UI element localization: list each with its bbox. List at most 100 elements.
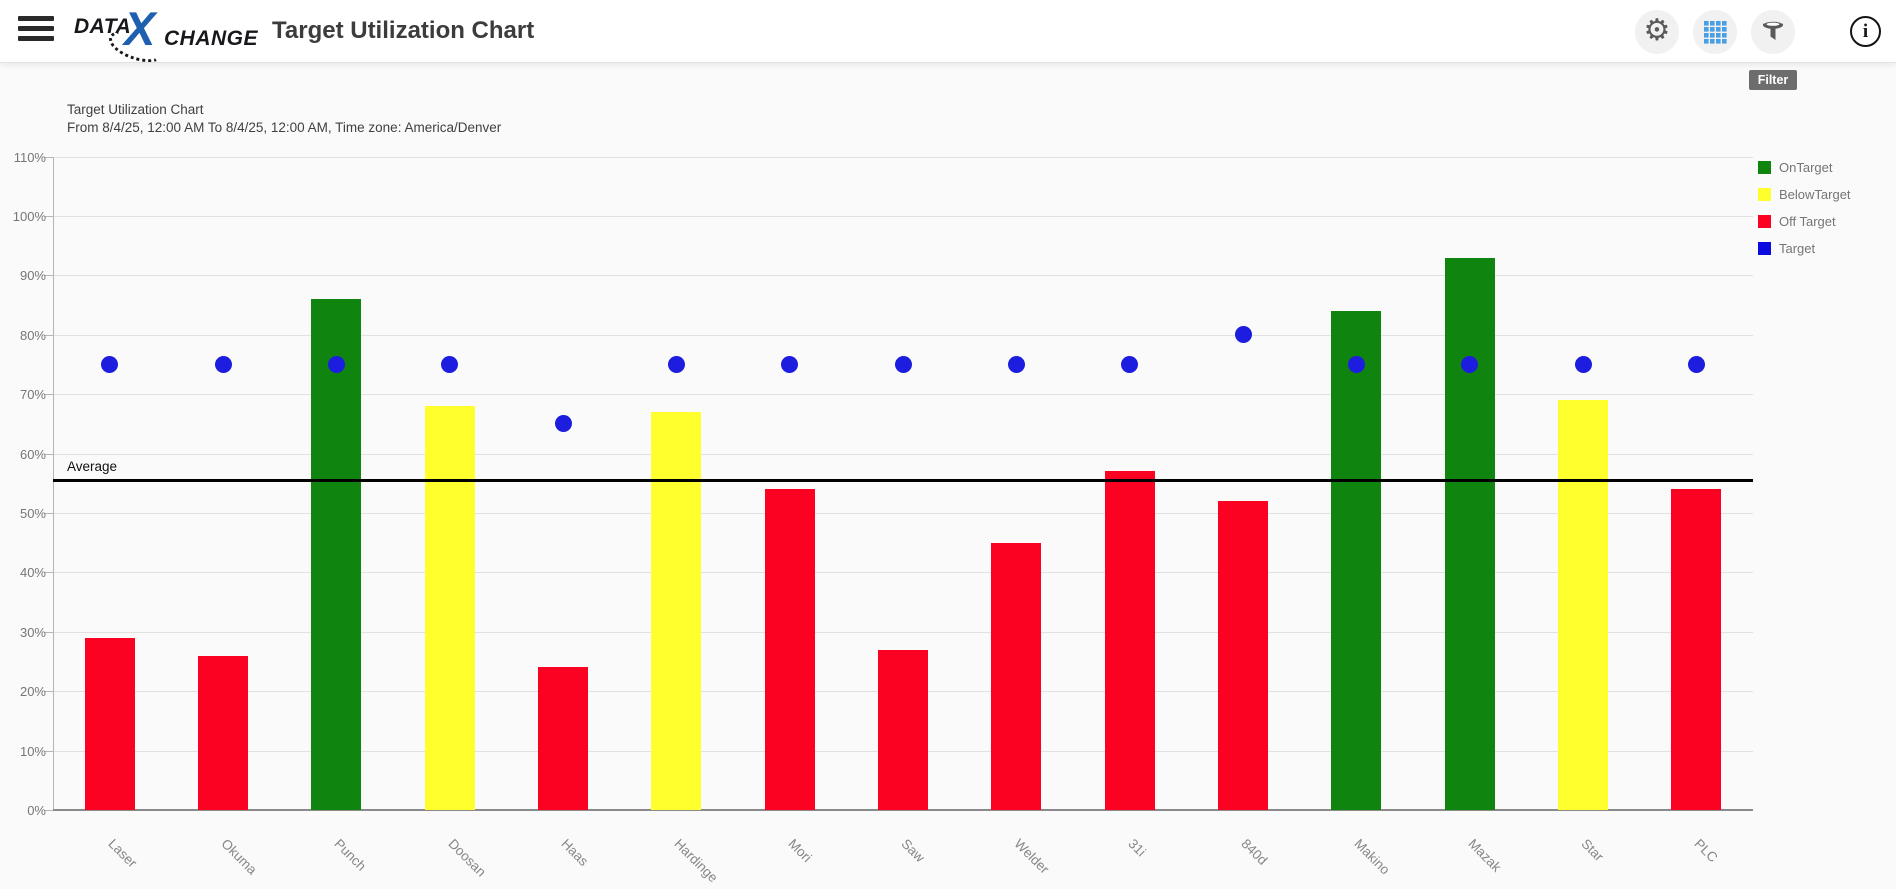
target-point-Haas[interactable] [554,415,572,433]
target-point-Punch[interactable] [327,356,345,373]
logo-text-change: CHANGE [164,27,259,50]
bar-Star[interactable] [1558,400,1608,810]
y-tick-label-100: 100% [12,209,46,224]
y-tick-label-60: 60% [19,446,46,462]
info-icon: i [1862,20,1869,42]
legend-item-offtarget[interactable]: Off Target [1758,214,1836,229]
gridline-30 [53,631,1753,633]
x-axis-line [53,809,1753,811]
gridline-40 [53,572,1753,574]
info-button[interactable]: i [1850,16,1881,47]
bar-Mazak[interactable] [1444,257,1495,810]
y-tick-label-50: 50% [19,506,46,521]
x-label-Mazak: Mazak [1465,836,1504,875]
gridline-90 [53,275,1753,277]
bar-Laser[interactable] [84,637,135,810]
gridline-70 [53,394,1753,396]
legend-label: Off Target [1779,214,1836,229]
y-tick-label-70: 70% [19,387,46,403]
x-label-Makino: Makino [1351,836,1394,878]
target-point-840d[interactable] [1234,326,1252,344]
y-tick-label-80: 80% [19,327,46,343]
y-tick-30 [45,631,53,633]
legend-label: OnTarget [1779,160,1833,175]
target-point-Makino[interactable] [1347,356,1365,373]
gridline-60 [53,453,1753,455]
target-point-Mazak[interactable] [1461,356,1479,373]
x-label-Mori: Mori [785,836,815,866]
target-point-Laser[interactable] [101,356,119,373]
gridline-100 [53,216,1753,217]
bar-Haas[interactable] [538,667,588,810]
legend-item-belowtarget[interactable]: BelowTarget [1758,187,1851,202]
legend-swatch [1758,215,1771,228]
logo-text-data: DATA [74,15,132,38]
bar-Makino[interactable] [1331,311,1382,810]
x-label-Star: Star [1578,836,1607,865]
x-label-PLC: PLC [1691,836,1721,866]
target-point-Hardinge[interactable] [667,356,685,373]
grid-icon [1703,20,1727,44]
target-point-31i[interactable] [1121,356,1139,373]
gear-icon: ⚙ [1643,14,1671,47]
bar-840d[interactable] [1218,501,1268,810]
legend-label: BelowTarget [1779,187,1851,202]
bar-Mori[interactable] [764,489,815,810]
gridline-110 [53,156,1753,158]
y-tick-label-90: 90% [19,268,46,284]
menu-button[interactable] [18,15,56,47]
y-tick-70 [45,394,53,396]
y-tick-90 [45,275,53,277]
bar-Saw[interactable] [878,649,928,810]
bar-Punch[interactable] [311,299,362,810]
chart-subtitle: From 8/4/25, 12:00 AM To 8/4/25, 12:00 A… [67,120,502,135]
y-tick-40 [45,572,53,574]
gridline-80 [53,334,1753,336]
target-point-Doosan[interactable] [441,356,459,373]
y-tick-110 [45,156,53,158]
logo-text-x: X [124,2,156,55]
target-point-Welder[interactable] [1007,356,1025,373]
bar-Doosan[interactable] [424,406,475,810]
x-label-Hardinge: Hardinge [671,836,722,886]
y-axis-line [53,156,54,810]
y-tick-0 [45,810,53,811]
y-tick-label-110: 110% [13,149,46,165]
hamburger-icon [18,16,54,21]
x-label-Okuma: Okuma [218,836,260,878]
x-label-840d: 840d [1238,836,1271,868]
bar-Hardinge[interactable] [651,412,702,810]
legend-swatch [1758,242,1771,255]
settings-button[interactable]: ⚙ [1635,10,1679,54]
target-point-Saw[interactable] [894,356,912,373]
y-tick-label-20: 20% [19,684,46,700]
x-label-Welder: Welder [1011,836,1053,877]
gridline-50 [53,513,1753,514]
y-tick-10 [45,750,53,752]
filter-button[interactable] [1751,10,1795,54]
legend-item-target[interactable]: Target [1758,241,1815,256]
y-tick-60 [45,453,53,455]
average-label: Average [67,459,118,475]
target-point-Mori[interactable] [781,356,799,373]
x-label-31i: 31i [1125,836,1149,860]
bar-Welder[interactable] [991,542,1042,810]
app-header: DATA X CHANGE Target Utilization Chart ⚙… [0,0,1896,69]
bar-Okuma[interactable] [198,655,248,810]
y-tick-label-0: 0% [27,803,46,818]
target-point-PLC[interactable] [1687,356,1705,373]
bar-PLC[interactable] [1671,489,1722,810]
y-tick-label-10: 10% [19,743,46,759]
dataxchange-logo: DATA X CHANGE [74,2,270,69]
legend-item-ontarget[interactable]: OnTarget [1758,160,1832,175]
page-title: Target Utilization Chart [272,17,535,44]
grid-view-button[interactable] [1693,10,1737,54]
y-tick-20 [45,691,53,693]
target-point-Star[interactable] [1574,356,1592,373]
x-label-Haas: Haas [558,836,592,869]
x-label-Laser: Laser [105,836,140,871]
bar-31i[interactable] [1104,471,1155,810]
target-point-Okuma[interactable] [214,356,232,373]
chart-title: Target Utilization Chart [67,102,204,117]
legend-label: Target [1779,241,1816,256]
